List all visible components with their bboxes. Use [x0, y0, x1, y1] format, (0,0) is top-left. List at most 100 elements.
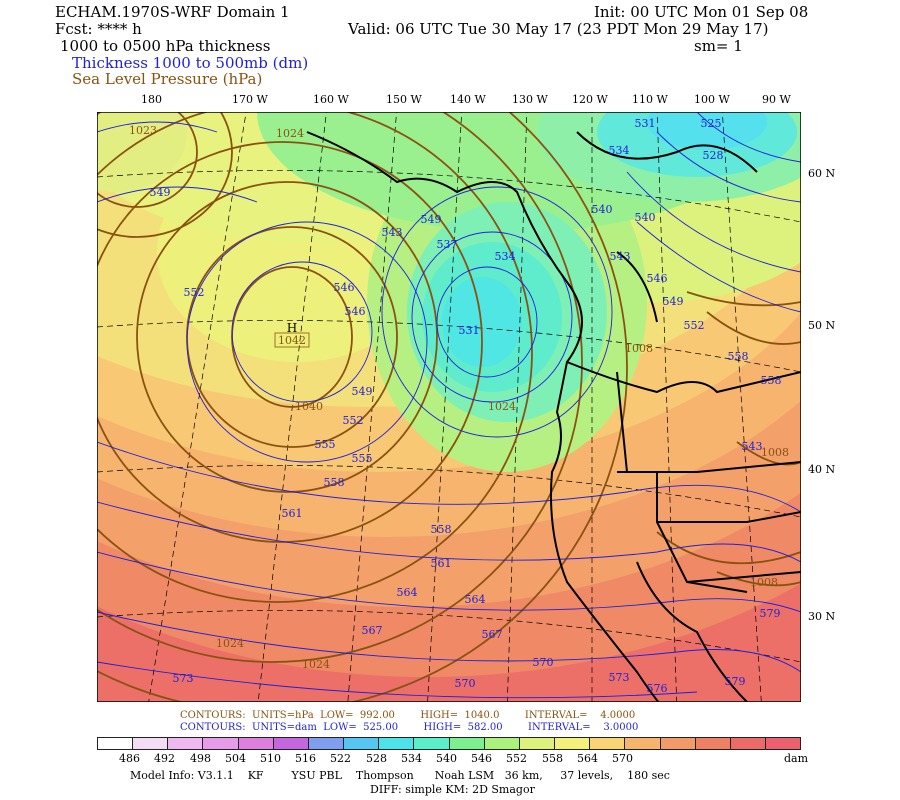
- thickness-label: 555: [352, 452, 373, 465]
- colorbar-swatch: [414, 737, 450, 750]
- colorbar-label: 564: [577, 752, 598, 765]
- thickness-label: 573: [609, 671, 630, 684]
- lon-label: 160 W: [313, 93, 349, 106]
- thickness-label: 528: [703, 149, 724, 162]
- lat-label: 60 N: [808, 167, 836, 180]
- forecast-hour: Fcst: **** h: [55, 20, 142, 38]
- slp-label: 1024: [302, 658, 330, 671]
- colorbar-label: 504: [225, 752, 246, 765]
- thickness-label: 549: [150, 186, 171, 199]
- thickness-contour-info: CONTOURS: UNITS=dam LOW= 525.00 HIGH= 58…: [180, 722, 639, 733]
- coastlines: [306, 131, 801, 702]
- lon-label: 110 W: [632, 93, 668, 106]
- thickness-label: 570: [533, 656, 554, 669]
- thickness-label: 564: [465, 593, 486, 606]
- colorbar-swatch: [660, 737, 696, 750]
- graticule: [97, 112, 801, 702]
- thickness-label: 564: [397, 586, 418, 599]
- colorbar-swatch: [379, 737, 415, 750]
- thickness-label: 579: [725, 675, 746, 688]
- colorbar-label: 486: [119, 752, 140, 765]
- thickness-label: 549: [663, 295, 684, 308]
- slp-label: 1024: [216, 637, 244, 650]
- colorbar-swatch: [168, 737, 204, 750]
- lon-label: 180: [141, 93, 162, 106]
- colorbar: [97, 737, 802, 750]
- thickness-label: 543: [742, 440, 763, 453]
- thickness-label: 552: [343, 414, 364, 427]
- thickness-label: 525: [701, 117, 722, 130]
- colorbar-swatch: [344, 737, 380, 750]
- thickness-label: 549: [352, 385, 373, 398]
- lon-label: 90 W: [762, 93, 791, 106]
- model-info: Model Info: V3.1.1 KF YSU PBL Thompson N…: [130, 769, 670, 782]
- thickness-label: 540: [635, 211, 656, 224]
- thickness-label: 540: [592, 203, 613, 216]
- colorbar-label: 552: [506, 752, 527, 765]
- thickness-label: 531: [635, 117, 656, 130]
- colorbar-swatch: [730, 737, 766, 750]
- colorbar-swatch: [449, 737, 485, 750]
- colorbar-swatch: [695, 737, 731, 750]
- colorbar-unit: dam: [784, 752, 809, 765]
- colorbar-swatch: [203, 737, 239, 750]
- thickness-label: 546: [647, 272, 668, 285]
- colorbar-swatch: [555, 737, 591, 750]
- slp-contour-info: CONTOURS: UNITS=hPa LOW= 992.00 HIGH= 10…: [180, 710, 636, 721]
- slp-labels: 1024 1040 1024 1024 1024 1008 1008 1008 …: [129, 124, 789, 671]
- weather-map: H 1042 1024 1040 1024 1024 1024 1008 100…: [97, 112, 801, 702]
- diffusion-info: DIFF: simple KM: 2D Smagor: [370, 783, 535, 796]
- thickness-label: 531: [459, 324, 480, 337]
- colorbar-swatch: [273, 737, 309, 750]
- thickness-label: 558: [431, 523, 452, 536]
- high-pressure-marker: H: [287, 321, 297, 335]
- slp-label: 1040: [295, 400, 323, 413]
- high-value-box: [274, 332, 310, 348]
- legend-slp: Sea Level Pressure (hPa): [72, 70, 263, 88]
- lon-label: 100 W: [694, 93, 730, 106]
- colorbar-label: 546: [471, 752, 492, 765]
- thickness-label: 576: [647, 682, 668, 695]
- thickness-label: 543: [382, 226, 403, 239]
- slp-label: 1008: [750, 576, 778, 589]
- thickness-label: 558: [728, 350, 749, 363]
- slp-label: 1008: [625, 342, 653, 355]
- lon-label: 170 W: [232, 93, 268, 106]
- thickness-label: 537: [437, 238, 458, 251]
- thickness-label: 567: [362, 624, 383, 637]
- colorbar-label: 510: [260, 752, 281, 765]
- thickness-labels: 549 543 546 546 552 549 552 555 555 558 …: [150, 117, 782, 695]
- thickness-label: 549: [421, 213, 442, 226]
- lon-label: 150 W: [386, 93, 422, 106]
- thickness-label: 579: [760, 607, 781, 620]
- thickness-label: 546: [334, 281, 355, 294]
- colorbar-swatch: [97, 737, 134, 750]
- thickness-label: 561: [431, 557, 452, 570]
- thickness-layer-label: 1000 to 0500 hPa thickness: [60, 37, 271, 55]
- slp-label: 1024: [488, 400, 516, 413]
- lat-label: 30 N: [808, 610, 836, 623]
- colorbar-label: 558: [542, 752, 563, 765]
- thickness-contours: [97, 112, 801, 699]
- lat-label: 40 N: [808, 463, 836, 476]
- lon-label: 140 W: [450, 93, 486, 106]
- thickness-fill: [97, 112, 801, 677]
- thickness-label: 567: [482, 628, 503, 641]
- colorbar-label: 498: [190, 752, 211, 765]
- thickness-label: 570: [455, 677, 476, 690]
- colorbar-swatch: [765, 737, 802, 750]
- slp-label: 1008: [761, 446, 789, 459]
- colorbar-swatch: [590, 737, 626, 750]
- slp-label: 1024: [276, 127, 304, 140]
- colorbar-swatch: [238, 737, 274, 750]
- thickness-label: 573: [173, 672, 194, 685]
- thickness-label: 552: [184, 286, 205, 299]
- thickness-label: 561: [282, 507, 303, 520]
- thickness-label: 555: [315, 438, 336, 451]
- thickness-label: 534: [609, 144, 630, 157]
- init-time: Init: 00 UTC Mon 01 Sep 08: [594, 3, 809, 21]
- colorbar-label: 540: [436, 752, 457, 765]
- model-title: ECHAM.1970S-WRF Domain 1: [55, 3, 290, 21]
- colorbar-swatch: [484, 737, 520, 750]
- slp-contours: [97, 112, 801, 702]
